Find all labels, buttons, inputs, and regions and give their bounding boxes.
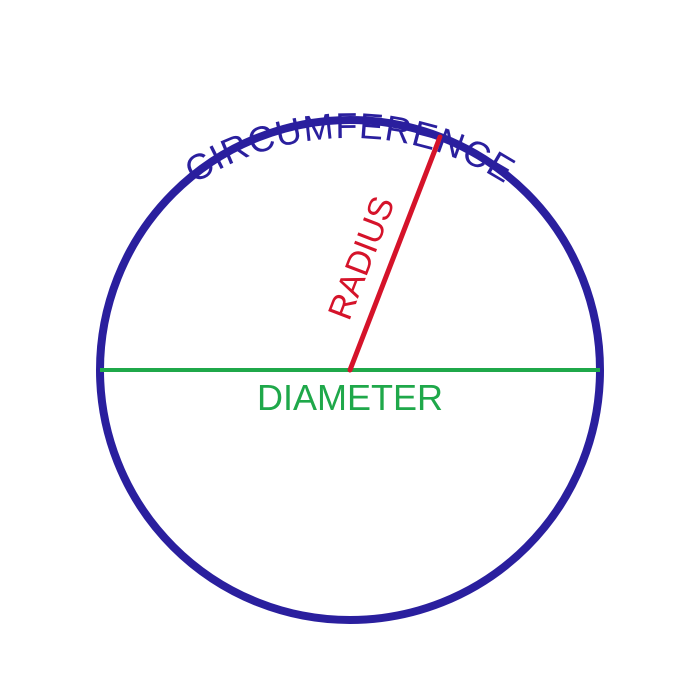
diameter-label: DIAMETER bbox=[257, 377, 443, 418]
circumference-label: CIRCUMFERENCE bbox=[178, 105, 523, 191]
radius-label: RADIUS bbox=[321, 191, 403, 325]
circle-parts-diagram: CIRCUMFERENCE DIAMETER RADIUS bbox=[0, 0, 700, 700]
